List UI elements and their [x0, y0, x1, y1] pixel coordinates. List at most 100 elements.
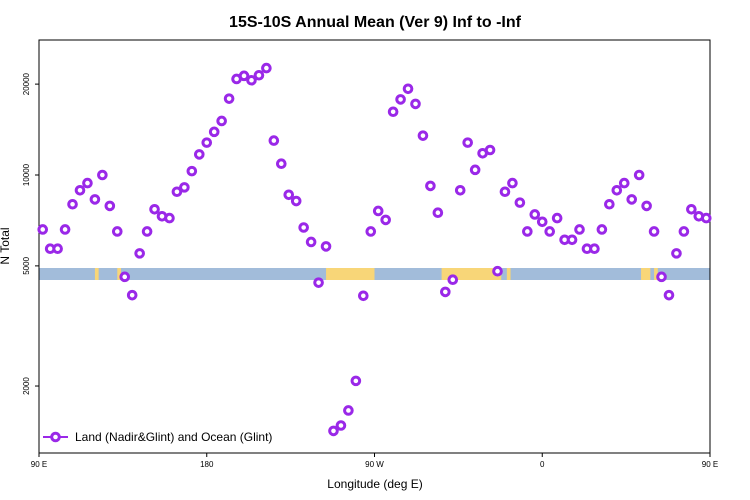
x-tick-label: 180: [200, 460, 214, 469]
data-point: [462, 137, 473, 148]
data-point: [484, 144, 496, 156]
data-point: [253, 69, 265, 81]
data-point: [678, 226, 690, 237]
y-tick-label: 2000: [22, 377, 31, 395]
land-region: [117, 268, 122, 280]
data-point: [119, 271, 131, 283]
data-point: [440, 286, 451, 298]
legend-marker: [50, 431, 61, 443]
land-region: [506, 268, 511, 280]
data-point: [618, 177, 630, 189]
data-point: [276, 158, 287, 170]
x-tick-label: 0: [540, 460, 545, 469]
data-point: [432, 207, 444, 219]
y-tick-label: 20000: [22, 72, 31, 95]
legend-label: Land (Nadir&Glint) and Ocean (Glint): [75, 430, 272, 444]
data-point: [589, 243, 600, 255]
data-point: [290, 195, 302, 207]
x-tick-label: 90 W: [365, 460, 384, 469]
data-point: [387, 106, 399, 118]
y-tick-label: 5000: [22, 256, 31, 274]
x-tick-label: 90 E: [702, 460, 718, 469]
data-point: [604, 198, 615, 210]
data-point: [283, 189, 295, 201]
data-point: [149, 203, 160, 215]
data-point: [104, 200, 116, 212]
data-point: [358, 290, 369, 302]
data-point: [544, 226, 556, 237]
data-point: [179, 182, 190, 193]
data-point: [417, 130, 429, 141]
data-point: [522, 226, 533, 237]
land-region: [94, 268, 99, 280]
data-point: [141, 226, 153, 237]
data-point: [380, 214, 391, 226]
data-point: [372, 205, 384, 217]
x-tick-label: 90 E: [31, 460, 47, 469]
data-point: [447, 274, 459, 285]
data-point: [193, 149, 205, 160]
data-point: [268, 135, 280, 146]
data-point: [52, 243, 63, 255]
data-point: [671, 248, 682, 259]
data-point: [611, 184, 623, 196]
x-axis-label: Longitude (deg E): [327, 477, 422, 491]
data-point: [298, 222, 309, 233]
data-point: [126, 289, 138, 301]
data-point: [328, 425, 339, 437]
data-point: [59, 224, 71, 235]
data-point: [425, 180, 436, 192]
surface-band: [39, 268, 710, 280]
data-point: [164, 212, 175, 224]
data-point: [67, 198, 78, 210]
data-point: [216, 115, 227, 127]
data-point: [186, 165, 198, 177]
data-point: [507, 177, 518, 189]
y-axis: 2000 5000 10000 20000: [22, 72, 39, 395]
data-point: [469, 164, 481, 176]
data-point: [171, 186, 183, 198]
data-point: [238, 70, 250, 82]
data-point: [74, 184, 86, 196]
data-point: [350, 375, 362, 387]
data-point: [410, 98, 421, 110]
data-point: [37, 224, 49, 235]
plot-frame: [38, 39, 711, 454]
chart-title: 15S-10S Annual Mean (Ver 9) Inf to -Inf: [229, 14, 522, 31]
data-point: [626, 194, 638, 205]
series: [37, 62, 712, 437]
data-point: [320, 241, 332, 252]
data-point: [208, 126, 220, 138]
data-point: [246, 74, 257, 86]
data-point: [313, 277, 324, 288]
data-point: [529, 209, 541, 220]
data-point: [261, 62, 272, 74]
data-point: [686, 203, 697, 215]
data-point: [454, 184, 466, 196]
data-point: [566, 234, 578, 246]
data-point: [82, 177, 93, 189]
data-point: [499, 186, 511, 198]
data-point: [134, 248, 145, 259]
data-point: [343, 405, 354, 416]
data-point: [223, 93, 235, 104]
data-point: [641, 200, 652, 212]
data-point: [395, 94, 406, 105]
data-point: [648, 226, 660, 237]
data-point: [201, 137, 213, 148]
data-point: [335, 420, 347, 431]
x-axis: 90 E 180 90 W 0 90 E: [31, 453, 718, 469]
data-point: [402, 83, 414, 95]
data-point: [551, 212, 563, 224]
data-point: [111, 226, 123, 237]
data-point: [633, 169, 645, 181]
data-point: [596, 224, 608, 235]
y-tick-label: 10000: [22, 163, 31, 186]
data-point: [365, 226, 377, 237]
data-point: [492, 265, 503, 277]
land-region: [641, 268, 651, 280]
data-point: [305, 236, 317, 248]
data-point: [663, 289, 675, 301]
data-point: [656, 271, 667, 283]
